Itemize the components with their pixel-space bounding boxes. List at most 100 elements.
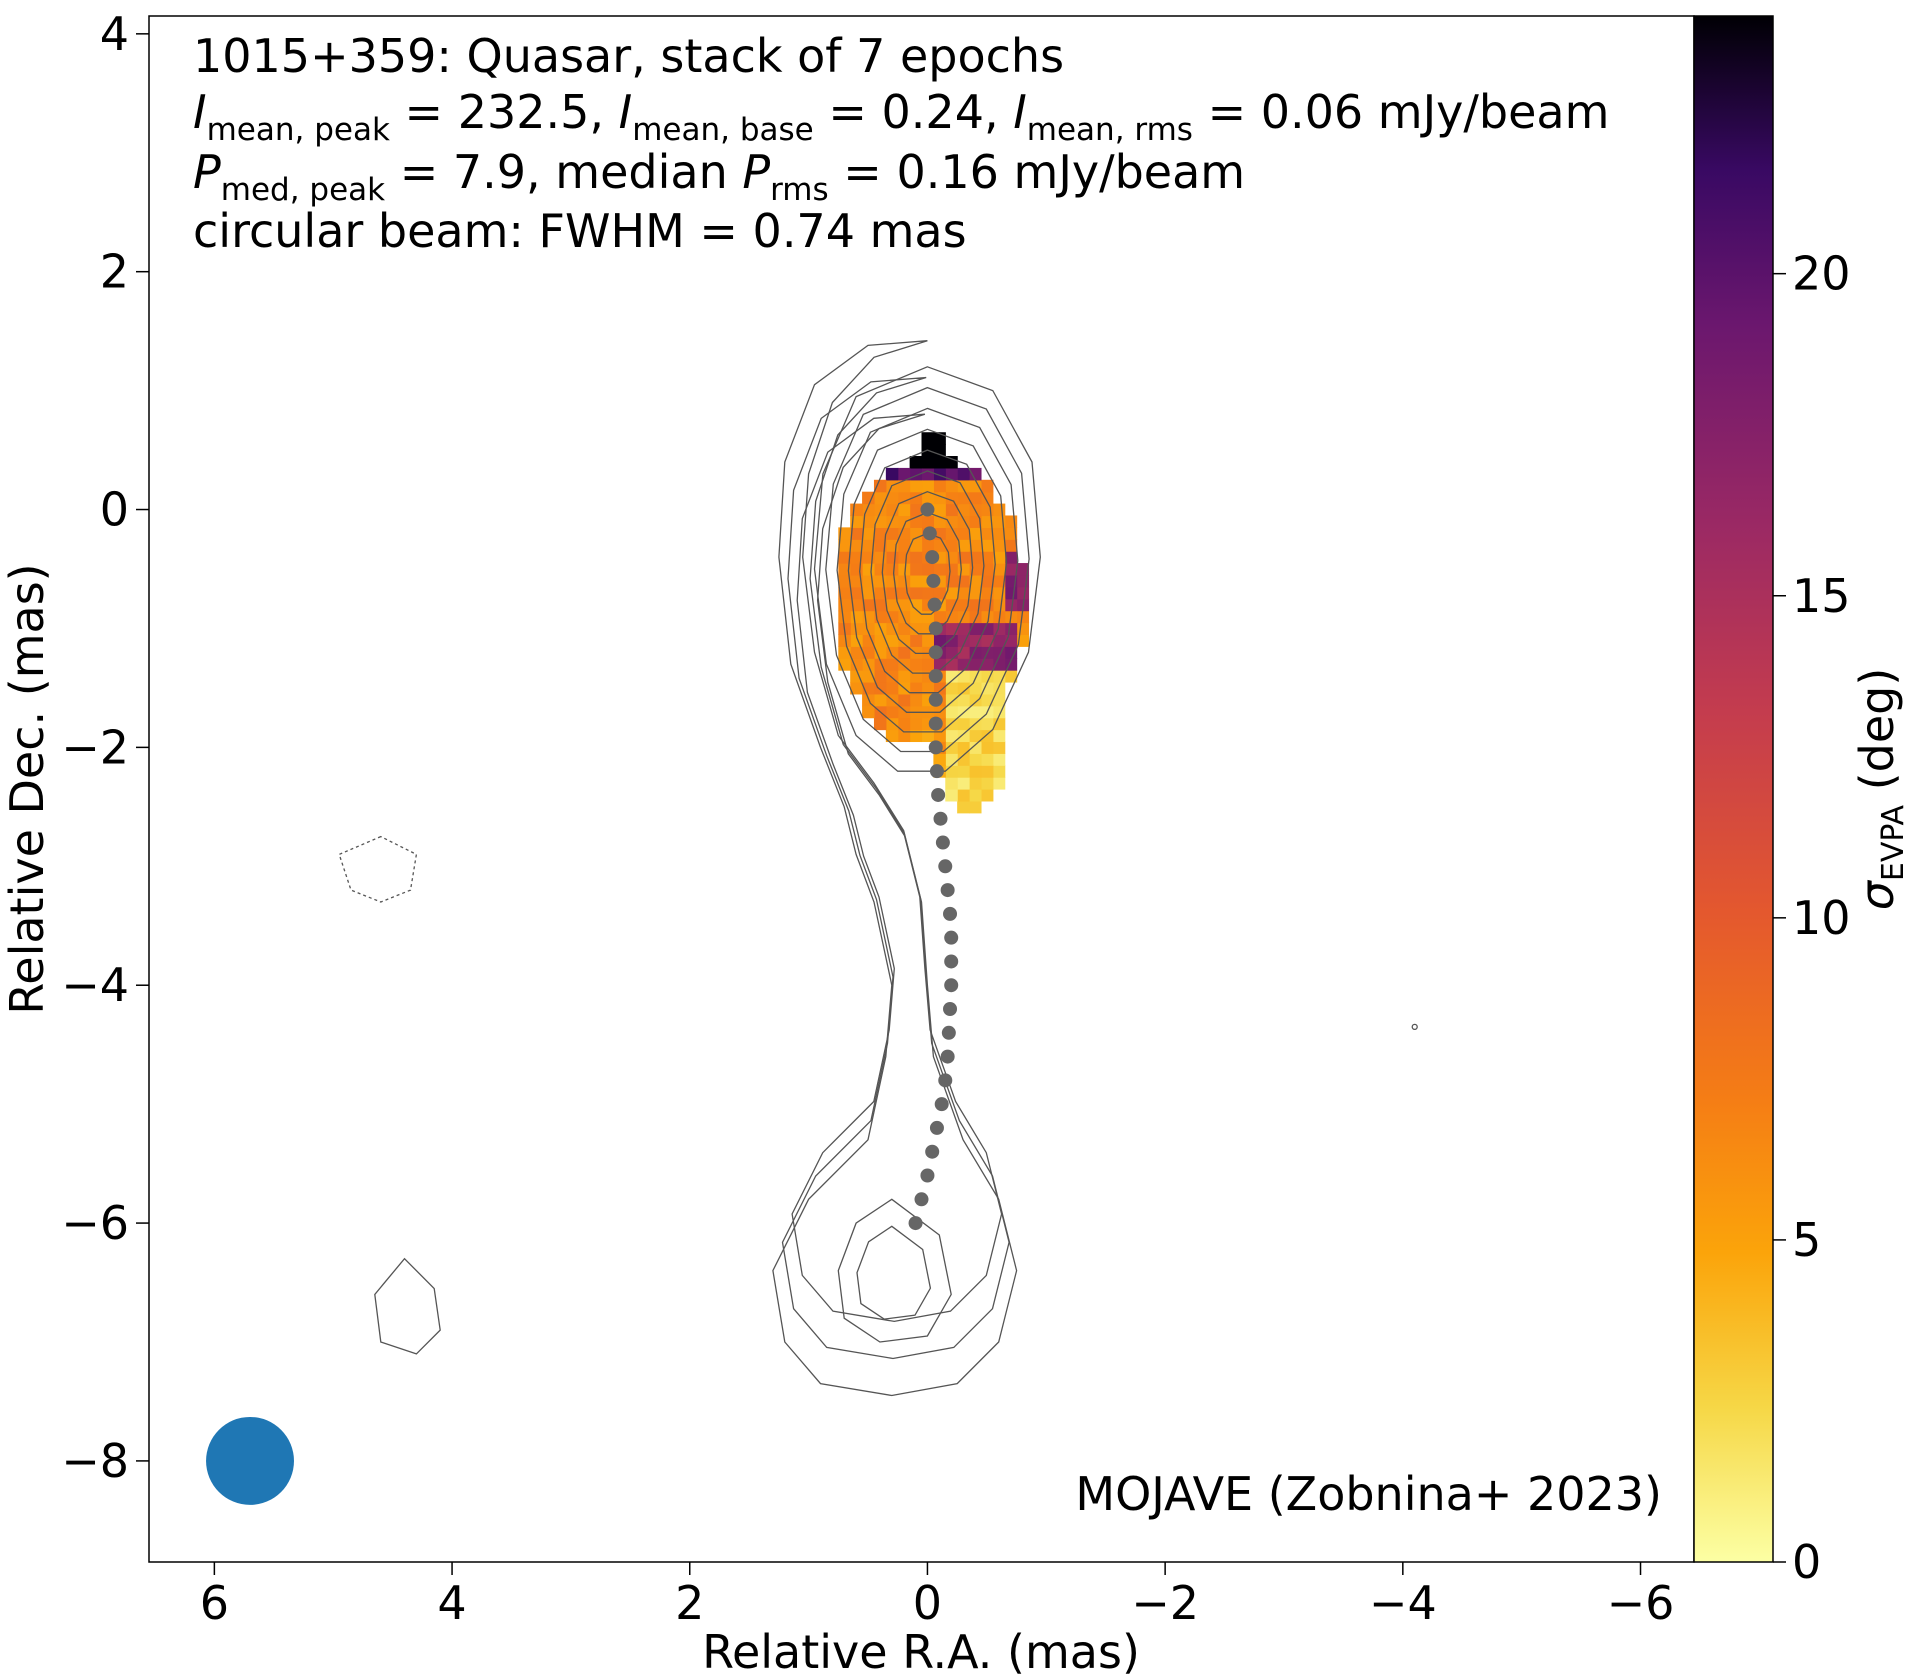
evpa-pixel bbox=[850, 610, 863, 624]
ridge-point bbox=[944, 930, 959, 945]
ridge-point bbox=[926, 573, 941, 588]
evpa-pixel bbox=[921, 658, 934, 671]
evpa-pixel bbox=[897, 693, 911, 707]
evpa-pixel bbox=[921, 432, 934, 445]
evpa-error-map bbox=[838, 432, 1030, 814]
header-line-part: = 232.5, bbox=[390, 85, 619, 139]
evpa-pixel bbox=[992, 622, 1006, 635]
evpa-pixel bbox=[838, 563, 851, 576]
colorbar-ticks: 0 5 10 15 20 bbox=[1773, 247, 1851, 1589]
contour-line-negative bbox=[338, 835, 418, 903]
header-line-part: P bbox=[742, 145, 770, 199]
evpa-pixel bbox=[980, 515, 994, 528]
evpa-pixel bbox=[945, 527, 958, 540]
evpa-pixel bbox=[980, 598, 994, 612]
evpa-pixel bbox=[1016, 586, 1030, 600]
header-line: Pmed, peak = 7.9, median Prms = 0.16 mJy… bbox=[193, 145, 1245, 208]
ridge-point bbox=[925, 1144, 940, 1159]
evpa-pixel bbox=[885, 634, 899, 647]
evpa-pixel bbox=[897, 586, 911, 600]
header-line-part: rms bbox=[770, 172, 829, 208]
evpa-pixel bbox=[945, 551, 958, 564]
evpa-pixel bbox=[980, 622, 994, 635]
evpa-pixel bbox=[957, 551, 970, 564]
header-line-part: = 0.24, bbox=[814, 85, 1013, 139]
contour-line bbox=[781, 376, 1010, 1360]
evpa-pixel bbox=[992, 610, 1006, 624]
evpa-pixel bbox=[873, 479, 887, 493]
evpa-pixel bbox=[838, 598, 851, 612]
header-line-part: = 0.16 mJy/beam bbox=[829, 145, 1245, 199]
ridge-point bbox=[944, 954, 959, 969]
evpa-pixel bbox=[909, 563, 923, 576]
evpa-pixel bbox=[945, 622, 958, 635]
evpa-pixel bbox=[980, 634, 994, 647]
y-tick-label: 4 bbox=[100, 7, 129, 61]
evpa-pixel bbox=[850, 586, 863, 600]
x-tick-label: 6 bbox=[200, 1576, 229, 1630]
evpa-pixel bbox=[980, 610, 994, 624]
evpa-pixel bbox=[957, 741, 970, 754]
evpa-pixel bbox=[1004, 622, 1018, 635]
evpa-pixel bbox=[1004, 586, 1018, 600]
ridge-point bbox=[940, 1049, 955, 1064]
evpa-pixel bbox=[897, 634, 911, 647]
evpa-pixel bbox=[850, 646, 863, 659]
evpa-pixel bbox=[957, 729, 970, 743]
evpa-pixel bbox=[945, 479, 958, 493]
evpa-pixel bbox=[969, 527, 982, 540]
y-axis: 4 2 0 −2 −4 −6 −8 bbox=[61, 7, 149, 1488]
evpa-pixel bbox=[945, 503, 958, 517]
evpa-pixel bbox=[873, 586, 887, 600]
evpa-pixel bbox=[885, 681, 899, 695]
colorbar-tick-label: 15 bbox=[1792, 569, 1851, 623]
y-tick-label: −6 bbox=[61, 1196, 129, 1250]
evpa-pixel bbox=[933, 634, 946, 647]
ridge-point bbox=[927, 597, 942, 612]
evpa-pixel bbox=[873, 539, 887, 552]
colorbar-label-sub: EVPA bbox=[1876, 804, 1905, 881]
header-line-part: I bbox=[619, 85, 633, 139]
evpa-pixel bbox=[945, 681, 958, 695]
evpa-pixel bbox=[921, 479, 934, 493]
evpa-pixel bbox=[897, 551, 911, 564]
evpa-pixel bbox=[838, 586, 851, 600]
x-tick-label: −6 bbox=[1607, 1576, 1675, 1630]
x-tick-label: −2 bbox=[1131, 1576, 1199, 1630]
x-axis: 6 4 2 0 −2 −4 −6 bbox=[200, 1562, 1675, 1630]
evpa-pixel bbox=[897, 598, 911, 612]
evpa-pixel bbox=[838, 539, 851, 552]
colorbar: 0 5 10 15 20 σEVPA (deg) bbox=[1693, 15, 1905, 1589]
evpa-pixel bbox=[980, 729, 994, 743]
evpa-pixel bbox=[838, 527, 851, 540]
evpa-pixel bbox=[945, 789, 958, 802]
evpa-pixel bbox=[969, 777, 982, 790]
x-tick-label: 4 bbox=[437, 1576, 466, 1630]
evpa-pixel bbox=[969, 789, 982, 802]
evpa-pixel bbox=[885, 563, 899, 576]
evpa-pixel bbox=[945, 777, 958, 790]
ridge-point bbox=[928, 740, 943, 755]
evpa-pixel bbox=[945, 741, 958, 754]
evpa-pixel bbox=[945, 563, 958, 576]
evpa-pixel bbox=[909, 586, 923, 600]
evpa-pixel bbox=[969, 693, 982, 707]
evpa-pixel bbox=[885, 491, 899, 505]
evpa-pixel bbox=[1004, 646, 1018, 659]
evpa-pixel bbox=[957, 539, 970, 552]
header-line-part: P bbox=[193, 145, 221, 199]
evpa-pixel bbox=[933, 610, 946, 624]
evpa-pixel bbox=[969, 670, 982, 683]
evpa-pixel bbox=[933, 586, 946, 600]
evpa-pixel bbox=[850, 681, 863, 695]
evpa-pixel bbox=[933, 729, 946, 743]
header-line-part: = 0.06 mJy/beam bbox=[1193, 85, 1609, 139]
contour-line bbox=[892, 511, 962, 635]
evpa-pixel bbox=[980, 717, 994, 731]
evpa-pixel bbox=[897, 646, 911, 659]
ridge-point bbox=[940, 883, 955, 898]
evpa-pixel bbox=[897, 705, 911, 719]
ridge-point bbox=[941, 1025, 956, 1040]
evpa-pixel bbox=[969, 610, 982, 624]
ridge-line bbox=[908, 502, 959, 1231]
